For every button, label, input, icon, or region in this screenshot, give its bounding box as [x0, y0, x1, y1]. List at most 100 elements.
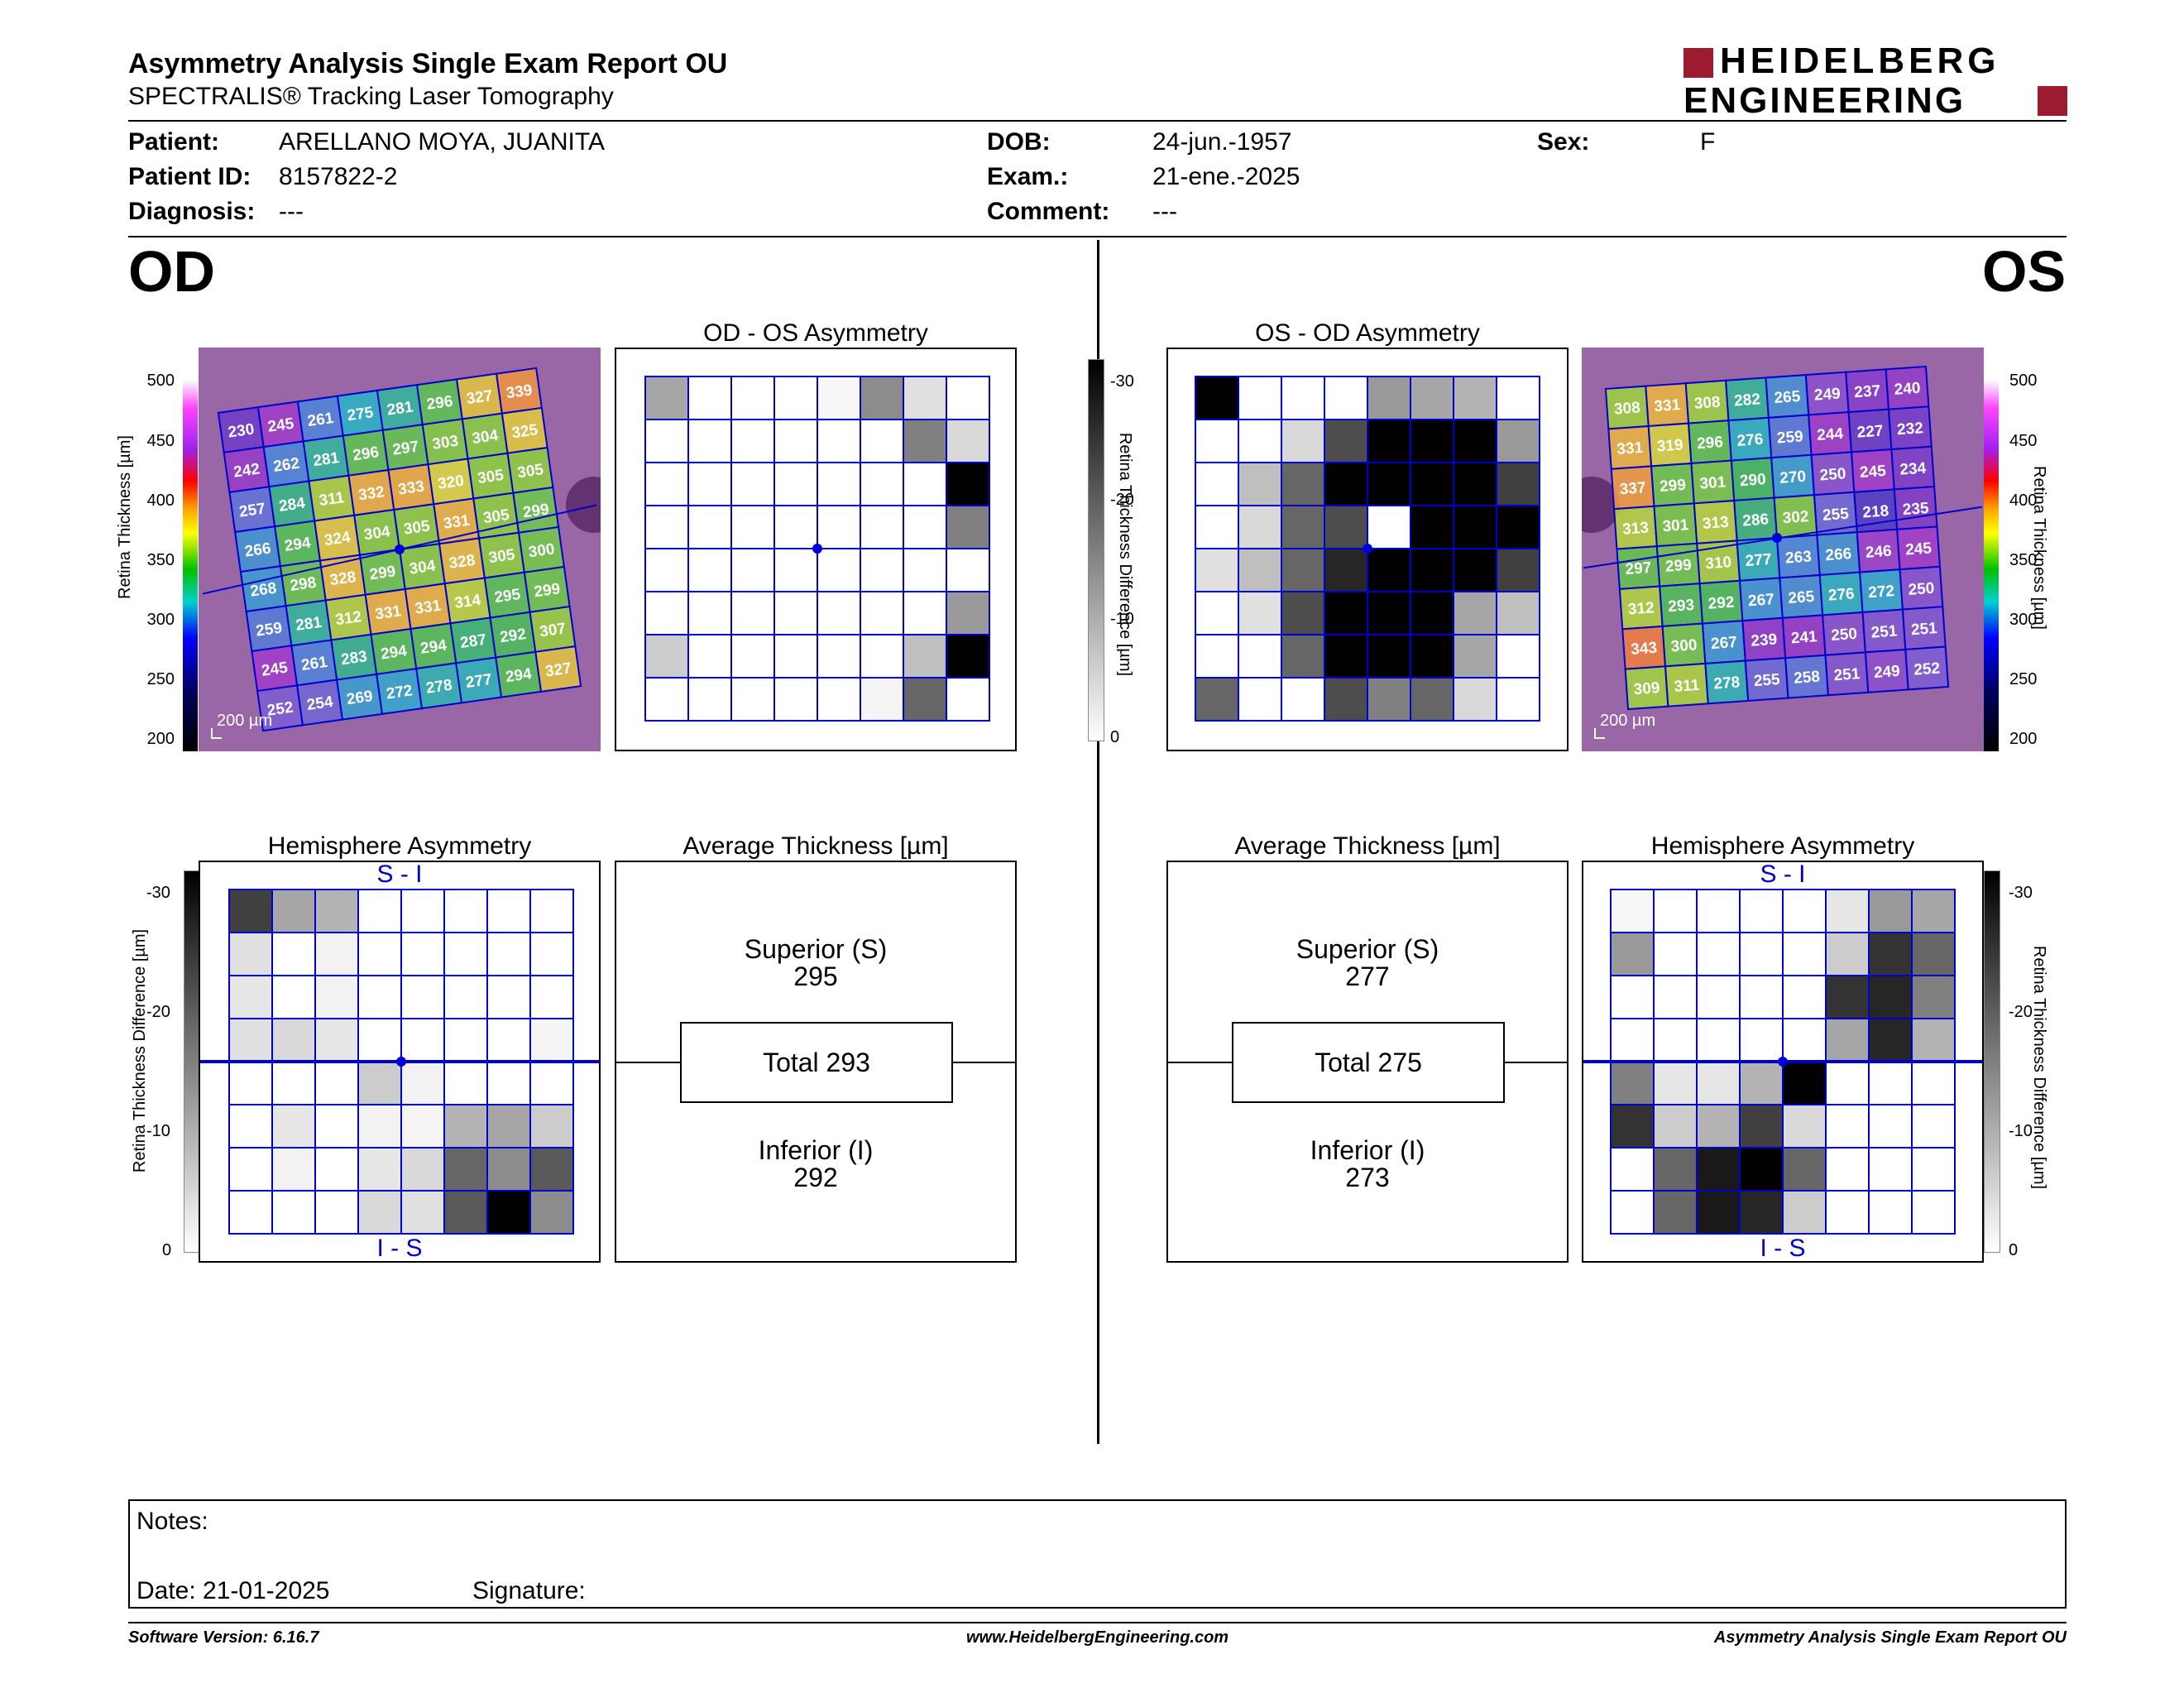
grid-cell: [314, 1104, 359, 1149]
od-thickness-ticks: 500 450 400 350 300 250 200: [141, 368, 178, 749]
grid-cell: [400, 1104, 445, 1149]
thickness-value: 297: [391, 438, 419, 458]
tick: 450: [2009, 432, 2038, 450]
grid-cell: [1453, 634, 1497, 679]
thickness-value: 258: [1794, 669, 1821, 688]
grid-cell: [1238, 419, 1282, 463]
thickness-value: 328: [328, 568, 357, 589]
os-hemisphere-panel: S - I I - S: [1582, 861, 1984, 1263]
grid-cell: [1739, 1147, 1784, 1192]
grid-cell: [860, 462, 904, 506]
od-hemisphere-grid: [200, 889, 599, 1235]
thickness-value: 327: [544, 659, 572, 680]
thickness-value: 261: [306, 410, 335, 430]
tick: 500: [2009, 372, 2038, 390]
thickness-value: 331: [443, 512, 472, 533]
thickness-value: 304: [408, 557, 437, 578]
thickness-value: 252: [1913, 659, 1941, 679]
grid-cell: [903, 677, 947, 722]
grid-cell: [1324, 462, 1368, 506]
patient-divider: [128, 236, 2067, 237]
od-average-title: Average Thickness [µm]: [682, 832, 949, 860]
tick: -30: [2009, 884, 2033, 902]
grid-cell: [774, 634, 818, 679]
thickness-value: 307: [539, 620, 567, 640]
grid-cell: [1739, 1018, 1784, 1062]
grid-cell: [1367, 634, 1411, 679]
grid-cell: [817, 419, 861, 463]
os-hemisphere-title: Hemisphere Asymmetry: [1650, 832, 1915, 860]
thickness-value: 305: [487, 546, 516, 567]
os-thickness-colorbar: [1984, 348, 1999, 751]
thickness-value: 312: [1627, 599, 1655, 618]
grid-cell: [1868, 1147, 1913, 1192]
grid-cell: [443, 1018, 488, 1062]
grid-cell: [1367, 505, 1411, 549]
thickness-value: 313: [1702, 514, 1729, 533]
grid-cell: [903, 634, 947, 679]
grid-cell: [529, 889, 574, 933]
grid-cell: [903, 548, 947, 592]
grid-cell: [1868, 975, 1913, 1019]
grid-cell: [1653, 1018, 1698, 1062]
grid-cell: [1739, 889, 1784, 933]
od-asymmetry-grid: [644, 376, 990, 722]
exam-value: 21-ene.-2025: [1152, 163, 1300, 190]
grid-cell: [529, 1018, 574, 1062]
thickness-value: 331: [414, 597, 443, 617]
od-superior-value: 295: [793, 961, 838, 991]
thickness-value: 281: [295, 614, 323, 635]
os-hemi-bottom-label: I - S: [1760, 1235, 1806, 1262]
os-average-panel: Superior (S) 277 Total 275 Inferior (I) …: [1166, 861, 1569, 1263]
thickness-value: 311: [1674, 677, 1700, 696]
thickness-value: 249: [1873, 663, 1900, 682]
grid-cell: [1653, 1061, 1698, 1105]
od-asymmetry-panel: [615, 348, 1017, 751]
thickness-value: 299: [1660, 477, 1687, 496]
website-link[interactable]: www.HeidelbergEngineering.com: [966, 1628, 1229, 1647]
grid-cell: [1195, 634, 1239, 679]
grid-cell: [774, 419, 818, 463]
grid-cell: [1610, 889, 1655, 933]
grid-cell: [314, 889, 359, 933]
fovea-marker: [1778, 1057, 1788, 1067]
grid-cell: [1782, 1104, 1827, 1149]
grid-cell: [730, 505, 775, 549]
os-asymmetry-panel: [1166, 348, 1569, 751]
tick: 450: [146, 432, 175, 450]
thickness-value: 277: [465, 671, 493, 692]
thickness-value: 294: [419, 637, 448, 658]
grid-cell: [774, 462, 818, 506]
os-thickness-ticks: 500 450 400 350 300 250 200: [2006, 368, 2048, 749]
od-thickness-axis-label: Retina Thickness [µm]: [116, 435, 134, 599]
tick: 300: [146, 611, 175, 629]
thickness-value: 239: [1751, 631, 1778, 650]
thickness-value: 282: [1734, 391, 1761, 410]
grid-cell: [1825, 1061, 1870, 1105]
grid-cell: [357, 932, 402, 976]
grid-cell: [1496, 376, 1540, 420]
grid-cell: [1911, 1147, 1956, 1192]
grid-cell: [1696, 975, 1741, 1019]
grid-cell: [1281, 462, 1325, 506]
grid-cell: [946, 419, 990, 463]
tick: 250: [2009, 670, 2038, 688]
signature-label: Signature:: [472, 1577, 586, 1604]
os-asymmetry-grid: [1195, 376, 1540, 722]
grid-cell: [400, 1190, 445, 1235]
thickness-value: 277: [1745, 551, 1772, 570]
grid-cell: [400, 975, 445, 1019]
fovea-marker: [1772, 533, 1782, 543]
grid-cell: [357, 1190, 402, 1235]
report-subtitle: SPECTRALIS® Tracking Laser Tomography: [128, 83, 614, 110]
thickness-grid: 230 245 261 275 281 296 327 339 242 262 281 296 297 3…: [217, 367, 582, 732]
thickness-value: 299: [533, 580, 561, 601]
header-divider: [128, 120, 2067, 122]
grid-cell: [400, 1061, 445, 1105]
grid-cell: [400, 932, 445, 976]
grid-cell: [1696, 1061, 1741, 1105]
grid-cell: [946, 677, 990, 722]
thickness-value: 272: [1868, 583, 1895, 602]
grid-cell: [1911, 889, 1956, 933]
thickness-value: 250: [1831, 626, 1858, 645]
